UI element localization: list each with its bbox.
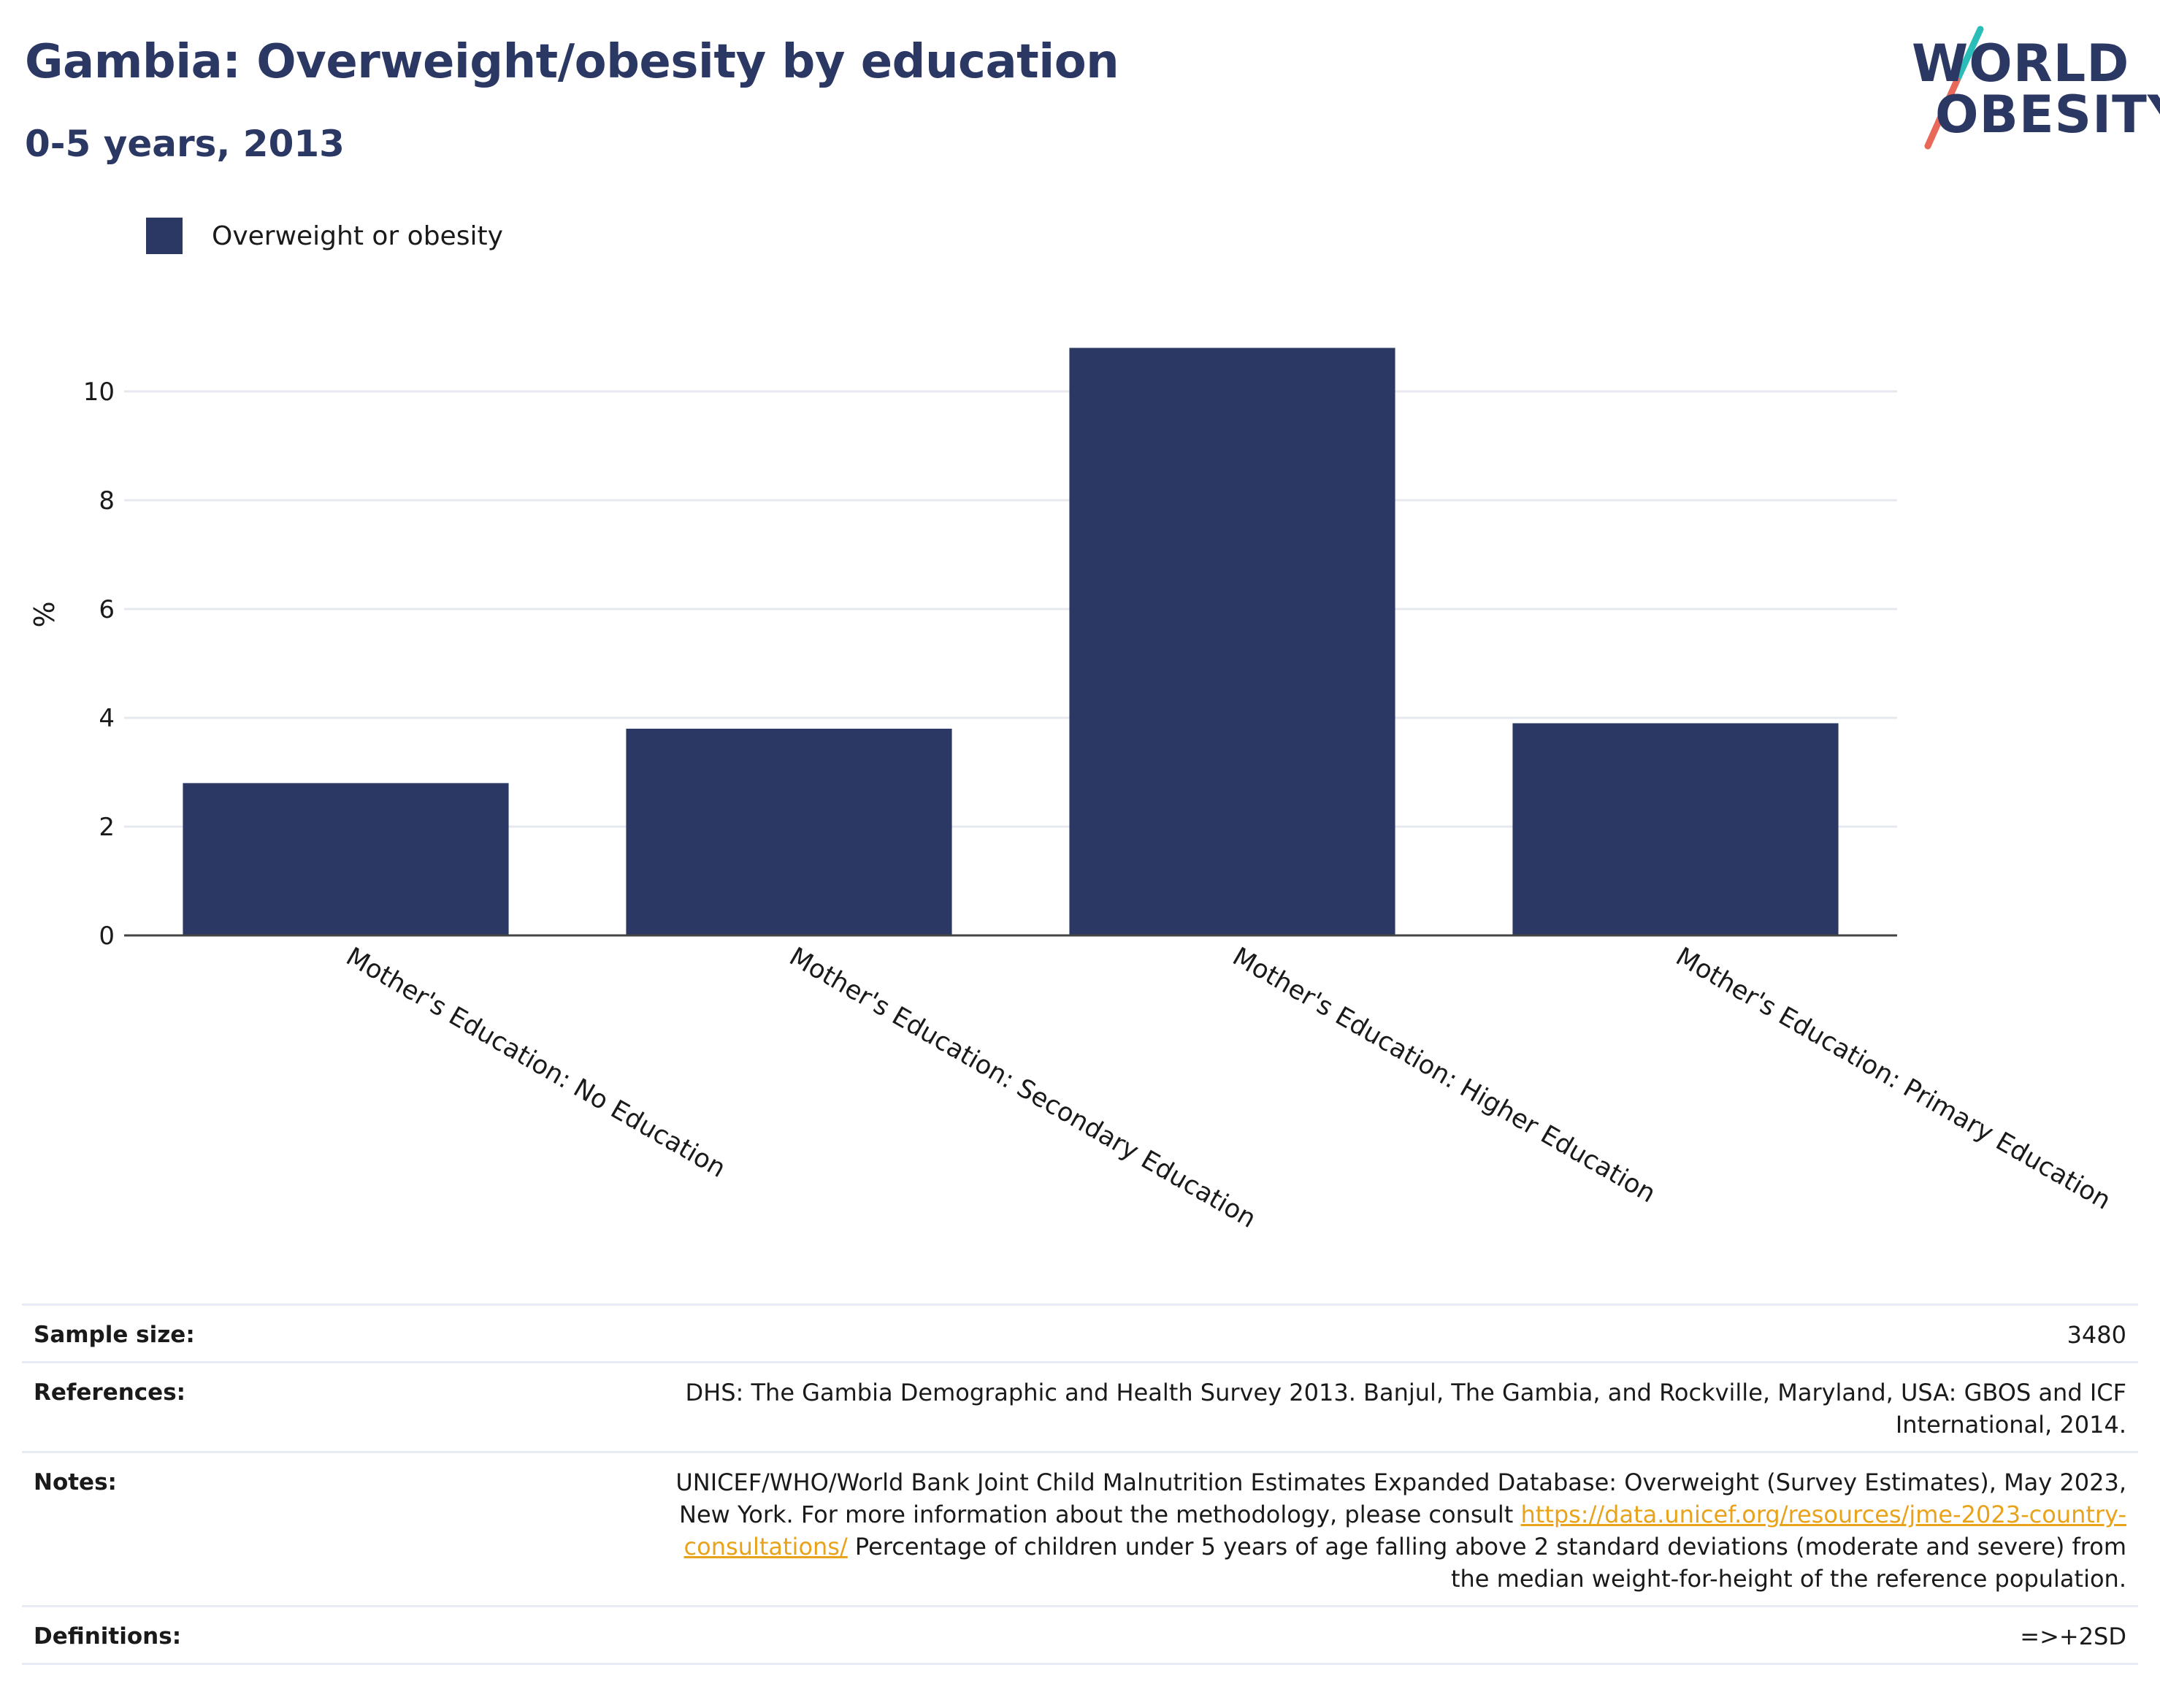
logo-word-obesity: OBESITY bbox=[1935, 85, 2160, 145]
bars bbox=[183, 348, 1839, 935]
bar bbox=[1069, 348, 1395, 935]
legend-swatch bbox=[146, 218, 183, 254]
y-tick-label: 2 bbox=[99, 813, 115, 842]
legend: Overweight or obesity bbox=[146, 218, 503, 254]
legend-label: Overweight or obesity bbox=[212, 221, 503, 251]
notes-text-2: Percentage of children under 5 years of … bbox=[847, 1533, 2126, 1593]
y-tick-label: 10 bbox=[83, 378, 115, 407]
notes-label: Notes: bbox=[34, 1469, 117, 1496]
y-axis-title: % bbox=[28, 601, 61, 627]
references-value: DHS: The Gambia Demographic and Health S… bbox=[685, 1379, 2126, 1439]
bar bbox=[1512, 723, 1839, 935]
info-table: Sample size: 3480 References: DHS: The G… bbox=[22, 1303, 2138, 1665]
y-tick-label: 8 bbox=[99, 486, 115, 516]
y-tick-label: 4 bbox=[99, 704, 115, 733]
y-tick-label: 6 bbox=[99, 595, 115, 624]
references-row: References: DHS: The Gambia Demographic … bbox=[22, 1361, 2138, 1451]
sample-size-value: 3480 bbox=[2067, 1321, 2126, 1349]
x-tick-label: Mother's Education: Higher Education bbox=[1228, 942, 1661, 1209]
logo-slash-icon bbox=[1924, 26, 1984, 150]
chart-subtitle: 0-5 years, 2013 bbox=[25, 123, 345, 165]
notes-text-1: UNICEF/WHO/World Bank Joint Child Malnut… bbox=[675, 1468, 2126, 1528]
logo-word-world: WORLD bbox=[1912, 34, 2130, 93]
world-obesity-logo: WORLD OBESITY bbox=[1899, 22, 2160, 153]
x-tick-label: Mother's Education: Secondary Education bbox=[784, 942, 1260, 1234]
definitions-value: =>+2SD bbox=[2020, 1623, 2126, 1650]
y-tick-label: 0 bbox=[99, 922, 115, 951]
sample-size-row: Sample size: 3480 bbox=[22, 1303, 2138, 1361]
sample-size-label: Sample size: bbox=[34, 1322, 195, 1348]
notes-link[interactable]: https://data.unicef.org/resources/jme-20… bbox=[683, 1501, 2126, 1560]
references-label: References: bbox=[34, 1379, 186, 1406]
definitions-label: Definitions: bbox=[34, 1623, 182, 1650]
x-tick-label: Mother's Education: Primary Education bbox=[1671, 942, 2115, 1216]
bar bbox=[183, 783, 509, 935]
chart-title: Gambia: Overweight/obesity by education bbox=[25, 35, 1119, 89]
x-tick-label: Mother's Education: No Education bbox=[341, 942, 730, 1184]
definitions-row: Definitions: =>+2SD bbox=[22, 1605, 2138, 1665]
notes-row: Notes: UNICEF/WHO/World Bank Joint Child… bbox=[22, 1451, 2138, 1605]
bar bbox=[626, 728, 952, 935]
notes-value: UNICEF/WHO/World Bank Joint Child Malnut… bbox=[666, 1466, 2126, 1595]
